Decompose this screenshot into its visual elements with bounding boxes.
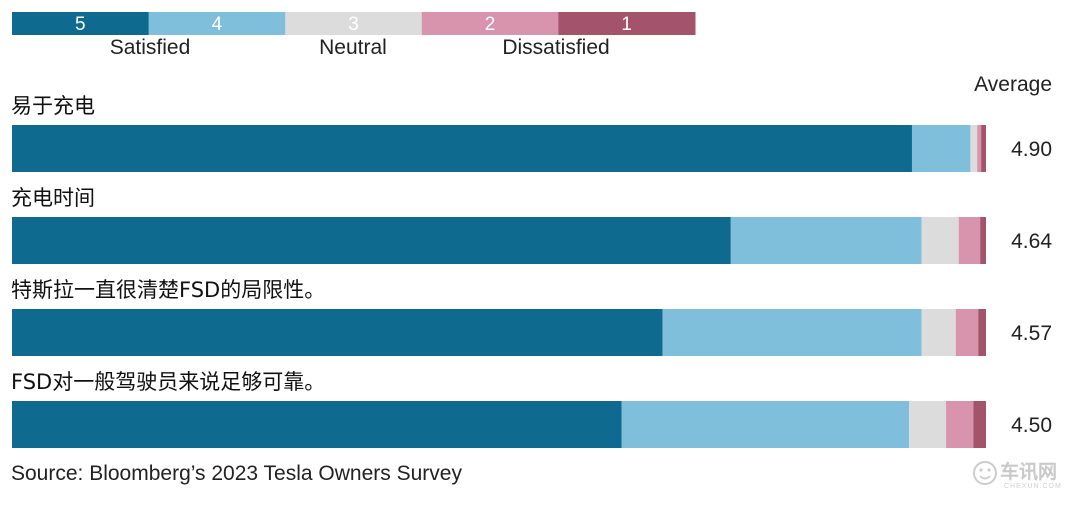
bar-segment-5 [12, 401, 622, 448]
bar-segment-3 [909, 401, 947, 448]
legend-label-1: 1 [621, 14, 632, 35]
legend-label-5: 5 [75, 14, 86, 35]
average-value: 4.90 [1011, 138, 1052, 161]
legend-group-satisfied: Satisfied [110, 36, 191, 59]
bar-segment-5 [12, 217, 731, 264]
watermark-subtext: CHEXUN.COM [1004, 483, 1062, 490]
bar-segment-4 [621, 401, 910, 448]
bar-segment-5 [12, 125, 912, 172]
bar-segment-3 [921, 309, 956, 356]
legend-group-neutral: Neutral [319, 36, 387, 59]
bar-segment-3 [921, 217, 959, 264]
source-note: Source: Bloomberg’s 2023 Tesla Owners Su… [11, 462, 462, 485]
average-value: 4.57 [1011, 322, 1052, 345]
bar-segment-1 [973, 401, 986, 448]
legend-group-dissatisfied: Dissatisfied [502, 36, 609, 59]
watermark-text: 车讯网 [1000, 460, 1057, 483]
category-label: 特斯拉一直很清楚FSD的局限性。 [11, 278, 325, 302]
smiley-icon [973, 461, 997, 485]
legend-swatch-3 [285, 12, 423, 35]
average-value: 4.64 [1011, 230, 1052, 253]
average-value: 4.50 [1011, 414, 1052, 437]
average-column-title: Average [974, 73, 1052, 96]
bar-segment-2 [955, 309, 979, 356]
legend-label-2: 2 [485, 14, 496, 35]
category-label: 充电时间 [11, 186, 95, 210]
bar-segment-2 [977, 125, 982, 172]
bar-segment-1 [981, 125, 986, 172]
watermark: 车讯网 CHEXUN.COM [973, 460, 1062, 490]
bar-segment-4 [730, 217, 922, 264]
bar-segment-1 [978, 309, 986, 356]
category-label: FSD对一般驾驶员来说足够可靠。 [11, 370, 325, 394]
legend-swatch-4 [148, 12, 286, 35]
chart-rows: 易于充电 4.90 充电时间 4.64 特斯拉一直很清楚FSD的局限性。 4.57 FSD对… [11, 94, 1052, 448]
bar-segment-4 [911, 125, 971, 172]
legend-swatch-1 [558, 12, 696, 35]
category-label: 易于充电 [11, 94, 95, 118]
legend-label-3: 3 [348, 14, 359, 35]
bar-segment-2 [946, 401, 974, 448]
bar-segment-3 [970, 125, 978, 172]
legend-swatch-2 [421, 12, 559, 35]
legend: 5 4 3 2 1 Satisfied Neutral Dissatisfied [12, 12, 696, 59]
legend-label-4: 4 [212, 14, 223, 35]
bar-segment-1 [980, 217, 986, 264]
legend-swatch-5 [12, 12, 150, 35]
bar-segment-4 [662, 309, 922, 356]
bar-segment-2 [958, 217, 981, 264]
bar-segment-5 [12, 309, 663, 356]
